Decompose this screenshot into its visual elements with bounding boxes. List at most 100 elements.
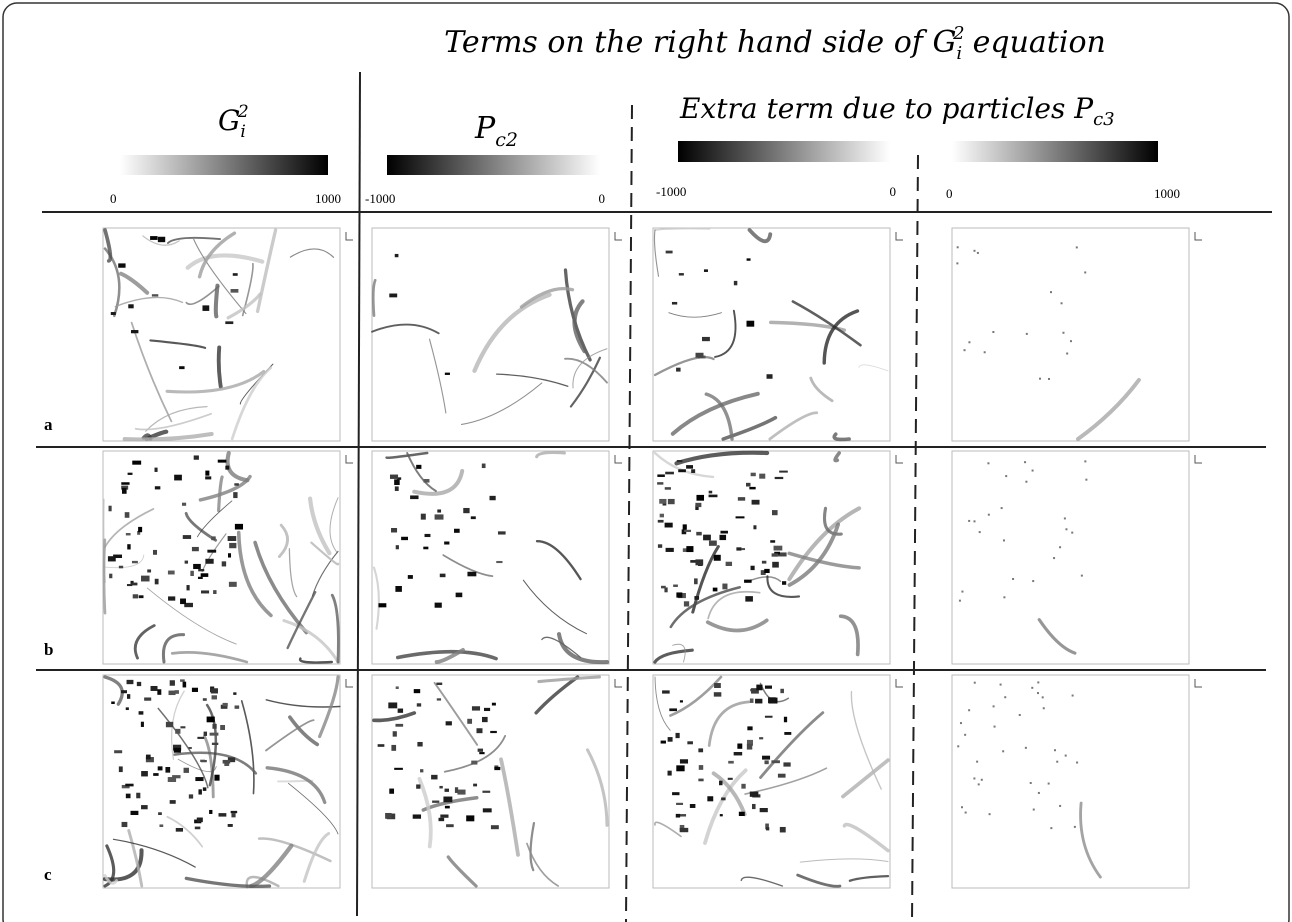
column-label: Pc2 (474, 111, 518, 151)
particle-blob (132, 561, 138, 563)
particle-blob (223, 703, 228, 707)
title-superscript: 2 (952, 23, 964, 44)
particle-blob (432, 801, 439, 803)
particle-blob (193, 564, 201, 569)
particle-blob (658, 544, 662, 548)
particle-blob (762, 756, 770, 760)
particle-blob (661, 586, 666, 589)
particle-blob (494, 767, 500, 770)
particle-blob (198, 569, 204, 571)
particle-blob (223, 760, 231, 764)
particle-blob (165, 767, 170, 773)
particle-blob (994, 726, 996, 728)
corner-mark (346, 232, 353, 240)
particle-blob (778, 774, 786, 778)
particle-blob (772, 510, 778, 515)
particle-blob (662, 690, 670, 693)
particle-blob (152, 294, 158, 296)
column-label: Extra term due to particles Pc3 (679, 92, 1115, 130)
particle-blob (457, 790, 465, 795)
particle-blob (772, 562, 779, 568)
corner-mark (346, 679, 353, 687)
particle-blob (446, 721, 452, 725)
particle-blob (979, 531, 981, 533)
particle-blob (212, 724, 216, 729)
particle-blob (174, 475, 182, 481)
particle-blob (231, 289, 239, 293)
particle-blob (684, 601, 689, 606)
particle-blob (180, 599, 186, 605)
particle-blob (490, 496, 496, 500)
particle-blob (1072, 695, 1074, 697)
particle-blob (709, 541, 717, 546)
particle-blob (780, 689, 784, 693)
particle-blob (745, 596, 753, 601)
particle-blob (679, 273, 684, 275)
particle-blob (228, 824, 233, 827)
particle-blob (192, 547, 199, 551)
particle-blob (722, 584, 727, 590)
particle-blob (203, 698, 207, 701)
particle-blob (756, 685, 762, 691)
particle-blob (421, 514, 426, 520)
particle-blob (198, 577, 203, 579)
particle-blob (676, 765, 684, 771)
particle-blob (696, 495, 704, 501)
particle-blob (720, 531, 728, 534)
particle-blob (170, 800, 176, 804)
particle-blob (158, 766, 163, 770)
particle-blob (965, 812, 967, 814)
particle-blob (139, 711, 144, 714)
particle-blob (695, 559, 703, 565)
particle-blob (121, 482, 129, 485)
particle-blob (978, 783, 980, 785)
particle-blob (663, 503, 667, 505)
particle-blob (169, 691, 176, 695)
particle-blob (155, 468, 158, 472)
particle-blob (234, 483, 239, 485)
particle-blob (957, 246, 959, 248)
particle-blob (1003, 596, 1005, 598)
particle-blob (225, 321, 233, 324)
field-panel (372, 451, 609, 664)
particle-blob (668, 737, 673, 742)
particle-blob (218, 460, 227, 463)
particle-blob (395, 586, 402, 592)
particle-blob (423, 547, 428, 550)
particle-blob (446, 824, 454, 827)
particle-blob (235, 705, 240, 708)
particle-blob (690, 804, 696, 808)
particle-blob (205, 476, 211, 479)
particle-blob (989, 813, 991, 815)
corner-mark (1195, 679, 1202, 687)
title-text: Terms on the right hand side of (444, 25, 928, 60)
label-symbol: P (474, 111, 496, 146)
particle-blob (680, 759, 688, 763)
particle-blob (683, 524, 687, 529)
particle-blob (225, 466, 229, 470)
particle-blob (443, 797, 452, 803)
particle-blob (122, 488, 127, 494)
particle-blob (424, 479, 430, 483)
particle-blob (229, 543, 236, 548)
particle-blob (490, 731, 497, 733)
particle-blob (492, 703, 496, 706)
particle-blob (203, 787, 207, 790)
particle-blob (395, 724, 403, 727)
particle-blob (482, 791, 490, 793)
particle-blob (114, 750, 122, 753)
particle-blob (1043, 707, 1045, 709)
particle-blob (695, 503, 701, 507)
particle-blob (1039, 378, 1041, 380)
particle-blob (454, 529, 460, 533)
particle-blob (772, 553, 778, 556)
particle-blob (184, 768, 189, 773)
particle-blob (1024, 461, 1026, 463)
particle-blob (222, 561, 226, 566)
particle-blob (440, 574, 446, 578)
particle-blob (746, 483, 750, 487)
particle-blob (445, 806, 450, 809)
particle-blob (466, 815, 474, 821)
particle-blob (747, 744, 752, 750)
particle-blob (233, 492, 237, 498)
